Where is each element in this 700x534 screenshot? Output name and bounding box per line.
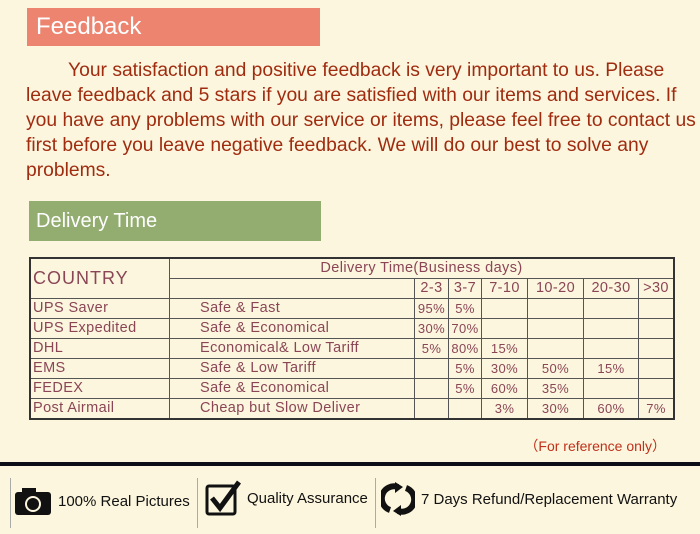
percentage-cell: 5% [448, 358, 482, 379]
description-cell: Safe & Fast [169, 298, 415, 319]
description-cell: Safe & Low Tariff [169, 358, 415, 379]
description-cell: Cheap but Slow Deliver [169, 398, 415, 420]
divider [0, 462, 700, 466]
percentage-cell: 30% [414, 318, 449, 339]
percentage-cell [527, 298, 584, 319]
badge-label: Quality Assurance [247, 489, 368, 507]
badge-label: 100% Real Pictures [58, 492, 190, 510]
country-cell: DHL [29, 338, 170, 359]
percentage-cell: 5% [414, 338, 449, 359]
range-header: 10-20 [527, 278, 584, 299]
percentage-cell [638, 358, 675, 379]
country-header: COUNTRY [29, 257, 170, 299]
country-cell: EMS [29, 358, 170, 379]
percentage-cell: 50% [527, 358, 584, 379]
percentage-cell: 7% [638, 398, 675, 420]
percentage-cell [638, 318, 675, 339]
badge-label: 7 Days Refund/Replacement Warranty [421, 490, 678, 508]
percentage-cell [583, 338, 639, 359]
description-cell: Safe & Economical [169, 378, 415, 399]
percentage-cell [583, 378, 639, 399]
percentage-cell: 5% [448, 378, 482, 399]
percentage-cell [638, 298, 675, 319]
delivery-time-heading: Delivery Time [29, 201, 321, 241]
percentage-cell [414, 358, 449, 379]
percentage-cell: 30% [481, 358, 528, 379]
percentage-cell [583, 318, 639, 339]
country-cell: Post Airmail [29, 398, 170, 420]
percentage-cell: 70% [448, 318, 482, 339]
table-row: Post Airmail Cheap but Slow Deliver 3% 30% 6… [29, 398, 675, 420]
percentage-cell [638, 338, 675, 359]
percentage-cell [414, 398, 449, 420]
separator [197, 478, 198, 528]
feedback-text: Your satisfaction and positive feedback … [26, 60, 696, 181]
percentage-cell: 30% [527, 398, 584, 420]
badge-real-pictures: 100% Real Pictures [14, 486, 190, 516]
percentage-cell: 15% [583, 358, 639, 379]
percentage-cell [638, 378, 675, 399]
percentage-cell [481, 318, 528, 339]
table-row: UPS Expedited Safe & Economical 30% 70% [29, 318, 675, 339]
table-row: FEDEX Safe & Economical 5% 60% 35% [29, 378, 675, 399]
feedback-heading: Feedback [27, 8, 320, 46]
description-cell: Economical& Low Tariff [169, 338, 415, 359]
description-cell: Safe & Economical [169, 318, 415, 339]
separator [375, 478, 376, 528]
delivery-table: COUNTRY Delivery Time(Business days) 2-3… [29, 257, 675, 420]
percentage-cell [583, 298, 639, 319]
percentage-cell [448, 398, 482, 420]
range-header: 7-10 [481, 278, 528, 299]
range-header: 3-7 [448, 278, 482, 299]
range-header: 20-30 [583, 278, 639, 299]
percentage-cell [481, 298, 528, 319]
delivery-time-header: Delivery Time(Business days) [169, 257, 675, 279]
table-row: UPS Saver Safe & Fast 95% 5% [29, 298, 675, 319]
table-row: EMS Safe & Low Tariff 5% 30% 50% 15% [29, 358, 675, 379]
percentage-cell: 80% [448, 338, 482, 359]
badge-quality: Quality Assurance [205, 480, 368, 516]
percentage-cell: 3% [481, 398, 528, 420]
percentage-cell: 60% [583, 398, 639, 420]
percentage-cell: 95% [414, 298, 449, 319]
badge-refund: 7 Days Refund/Replacement Warranty [381, 482, 677, 516]
country-cell: FEDEX [29, 378, 170, 399]
range-header: >30 [638, 278, 675, 299]
percentage-cell: 35% [527, 378, 584, 399]
separator [10, 478, 11, 528]
table-row: DHL Economical& Low Tariff 5% 80% 15% [29, 338, 675, 359]
range-header: 2-3 [414, 278, 449, 299]
percentage-cell: 15% [481, 338, 528, 359]
percentage-cell [414, 378, 449, 399]
percentage-cell: 5% [448, 298, 482, 319]
percentage-cell [527, 318, 584, 339]
country-cell: UPS Expedited [29, 318, 170, 339]
refresh-icon [381, 482, 415, 516]
country-cell: UPS Saver [29, 298, 170, 319]
percentage-cell [527, 338, 584, 359]
percentage-cell: 60% [481, 378, 528, 399]
reference-note: （For reference only） [524, 438, 666, 454]
blank-cell [169, 278, 415, 299]
camera-icon [15, 488, 51, 515]
checkbox-icon [205, 480, 241, 516]
